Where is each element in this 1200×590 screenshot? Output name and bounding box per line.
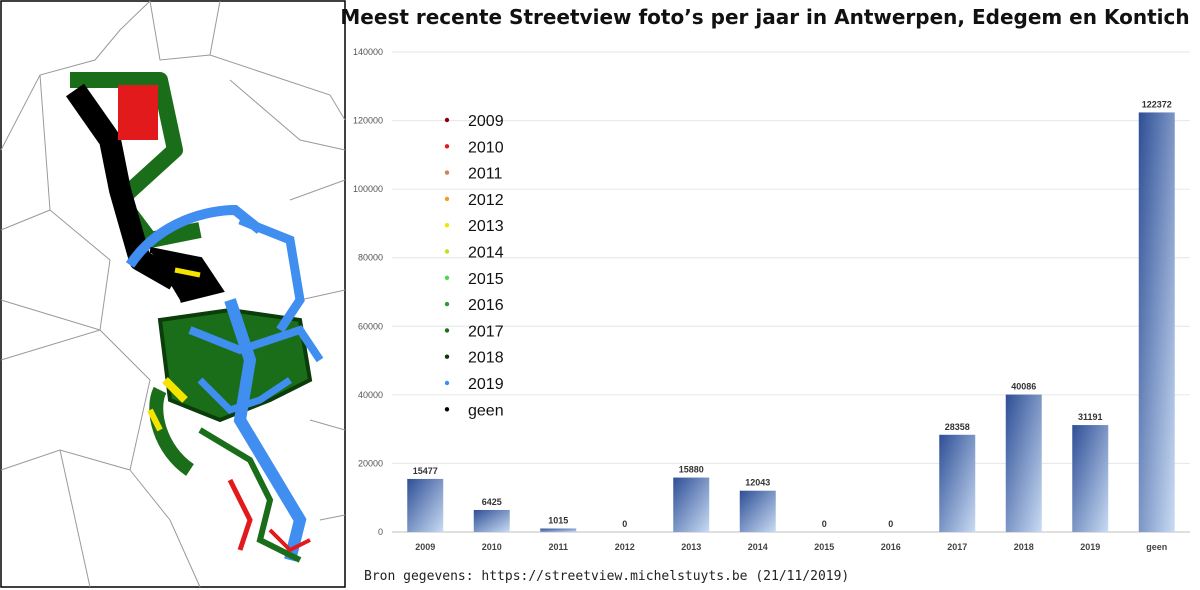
data-label-2009: 15477 — [413, 466, 438, 476]
map-panel — [0, 0, 346, 588]
legend-item-2013: 2013 — [468, 218, 504, 235]
legend-marker-geen — [444, 407, 450, 412]
category-label-2011: 2011 — [548, 542, 568, 552]
data-label-2019: 31191 — [1078, 412, 1103, 422]
bars — [407, 112, 1175, 533]
legend-marker-2017 — [444, 328, 450, 333]
bar-geen — [1138, 112, 1175, 533]
data-labels: 15477 6425 1015 0 15880 12043 0 0 28358 40086 3119… — [413, 99, 1172, 529]
data-label-2014: 12043 — [745, 478, 770, 488]
bar-2013 — [673, 477, 710, 532]
bar-2017 — [939, 434, 976, 532]
data-label-2010: 6425 — [482, 497, 502, 507]
legend-item-2014: 2014 — [468, 245, 504, 262]
legend-item-2018: 2018 — [468, 350, 504, 367]
bar-2011 — [540, 528, 577, 532]
legend-item-2012: 2012 — [468, 192, 504, 209]
category-label-2010: 2010 — [482, 542, 502, 552]
data-label-2012: 0 — [622, 519, 627, 529]
y-axis-ticks: 0 20000 40000 60000 80000 100000 120000 140000 — [353, 47, 383, 537]
category-label-geen: geen — [1146, 542, 1167, 552]
y-tick-label: 60000 — [358, 321, 383, 331]
data-label-2015: 0 — [822, 519, 827, 529]
category-label-2009: 2009 — [415, 542, 435, 552]
legend-marker-2014 — [444, 249, 450, 254]
source-note: Bron gegevens: https://streetview.michel… — [364, 569, 849, 584]
category-labels: 2009 2010 2011 2012 2013 2014 2015 2016 2017 2018… — [415, 542, 1167, 552]
category-label-2016: 2016 — [881, 542, 901, 552]
data-label-2011: 1015 — [548, 516, 568, 526]
data-label-2013: 15880 — [679, 465, 704, 475]
legend-marker-2019 — [444, 380, 450, 386]
legend: 2009 2010 2011 2012 2013 2014 2015 2016 2017 2018… — [444, 113, 504, 419]
y-tick-label: 0 — [378, 527, 383, 537]
category-label-2014: 2014 — [748, 542, 768, 552]
legend-item-2011: 2011 — [468, 166, 503, 183]
y-tick-label: 40000 — [358, 390, 383, 400]
category-label-2012: 2012 — [615, 542, 635, 552]
legend-marker-2010 — [444, 144, 450, 149]
bar-2014 — [739, 490, 776, 532]
legend-item-2017: 2017 — [468, 323, 504, 340]
category-label-2015: 2015 — [814, 542, 834, 552]
category-label-2013: 2013 — [681, 542, 701, 552]
legend-item-2009: 2009 — [468, 113, 504, 130]
legend-marker-2012 — [444, 196, 450, 202]
legend-item-2015: 2015 — [468, 271, 504, 288]
data-label-2018: 40086 — [1011, 382, 1036, 392]
bar-2018 — [1005, 394, 1042, 532]
y-tick-label: 20000 — [358, 458, 383, 468]
chart-title: Meest recente Streetview foto’s per jaar… — [340, 5, 1189, 29]
y-tick-label: 140000 — [353, 47, 383, 57]
legend-marker-2009 — [444, 117, 450, 123]
bar-2019 — [1072, 425, 1109, 532]
bar-2009 — [407, 478, 444, 532]
y-tick-label: 80000 — [358, 253, 383, 263]
legend-marker-2015 — [444, 275, 450, 280]
legend-marker-2016 — [444, 301, 450, 307]
category-label-2018: 2018 — [1014, 542, 1034, 552]
grid-lines — [392, 51, 1190, 464]
legend-marker-2011 — [444, 170, 450, 175]
legend-item-2010: 2010 — [468, 139, 504, 156]
data-label-2016: 0 — [888, 519, 893, 529]
legend-marker-2018 — [444, 354, 450, 359]
data-label-2017: 28358 — [945, 422, 970, 432]
category-label-2017: 2017 — [947, 542, 967, 552]
bar-2010 — [473, 509, 510, 532]
legend-item-2019: 2019 — [468, 376, 504, 393]
y-tick-label: 120000 — [353, 116, 383, 126]
y-tick-label: 100000 — [353, 184, 383, 194]
data-label-geen: 122372 — [1142, 99, 1172, 109]
legend-item-geen: geen — [468, 402, 504, 419]
legend-item-2016: 2016 — [468, 297, 504, 314]
legend-marker-2013 — [444, 223, 450, 228]
map-road-network — [65, 72, 324, 563]
municipality-borders — [0, 0, 346, 588]
category-label-2019: 2019 — [1080, 542, 1100, 552]
